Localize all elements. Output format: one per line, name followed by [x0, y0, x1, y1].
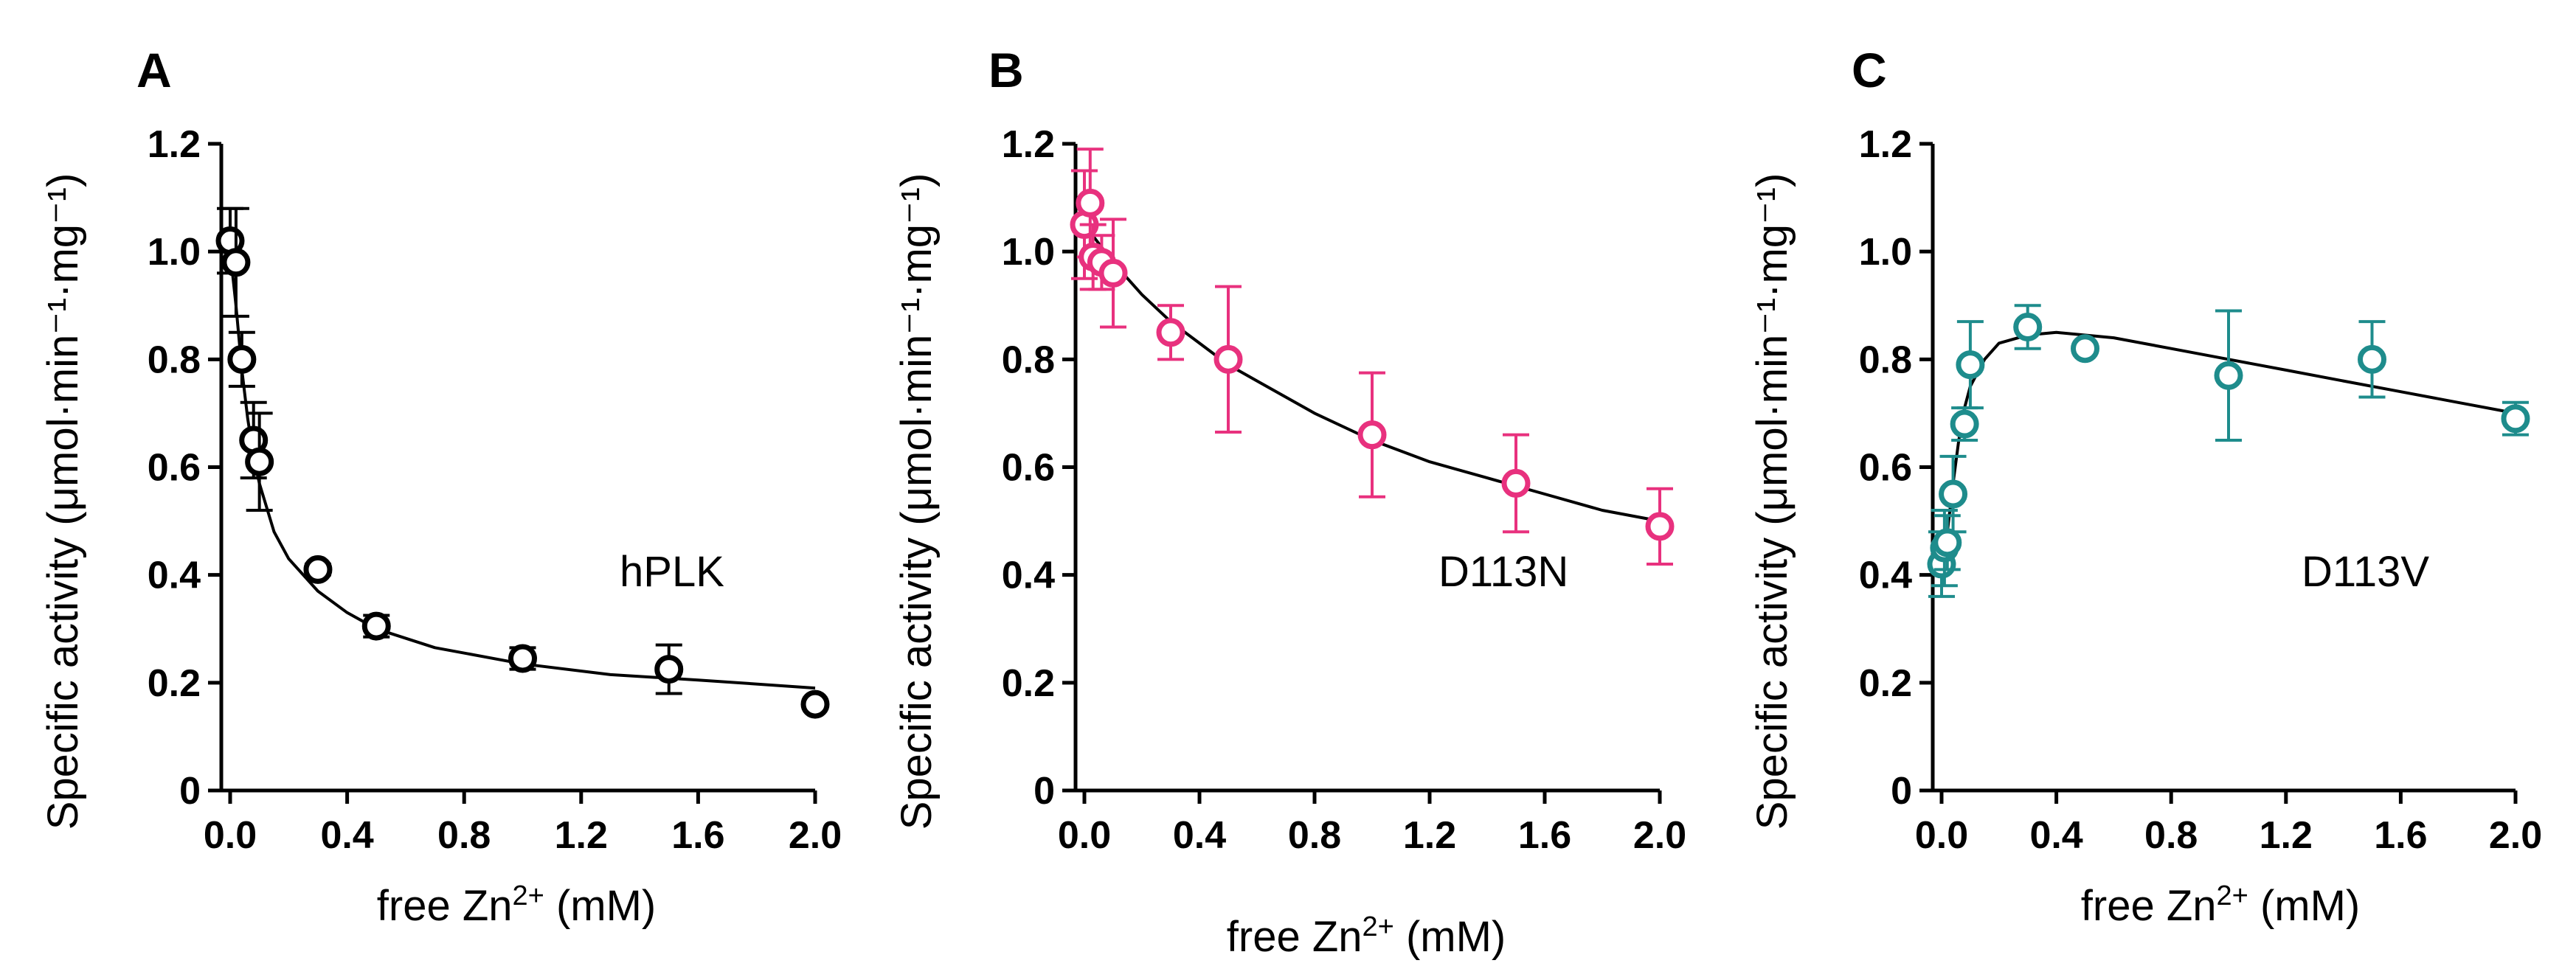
y-tick-label: 0.4 [148, 555, 201, 597]
y-tick-label: 1.2 [148, 123, 201, 166]
panel-b: B Specific activity (μmol·min⁻¹·mg⁻¹) fr… [893, 43, 1686, 961]
x-axis-title-text: free Zn [2081, 882, 2217, 930]
variant-label: hPLK [620, 548, 724, 596]
data-point [1213, 344, 1243, 374]
data-point [361, 611, 391, 641]
x-axis-title-unit: (mM) [2248, 882, 2360, 930]
data-point [1076, 188, 1105, 218]
x-tick-label: 2.0 [789, 814, 842, 857]
panel-letter: A [136, 43, 172, 97]
y-tick-label: 0 [1033, 770, 1055, 813]
x-tick-label: 0.0 [204, 814, 257, 857]
x-axis-title-superscript: 2+ [2217, 880, 2248, 911]
x-tick-label: 0.0 [1058, 814, 1111, 857]
x-axis-title-text: free Zn [377, 882, 513, 930]
y-tick-label: 0.4 [1002, 555, 1055, 597]
x-tick-label: 0.4 [320, 814, 373, 857]
x-axis-title-superscript: 2+ [513, 880, 544, 911]
panel-letter: C [1852, 43, 1887, 97]
x-tick-label: 0.0 [1915, 814, 1968, 857]
y-tick-label: 0.8 [1002, 338, 1055, 381]
fit-curve [229, 251, 816, 690]
x-tick-label: 1.2 [2260, 814, 2313, 857]
variant-label: D113V [2302, 548, 2429, 596]
y-tick-label: 0.8 [148, 338, 201, 381]
x-tick-label: 0.8 [1288, 814, 1341, 857]
plot-area: 0 0.2 0.4 0.6 0.8 1.0 1.2 0.0 0.4 0.8 1.2 1.6 2.0 [148, 123, 842, 857]
x-tick-label: 1.2 [1403, 814, 1456, 857]
y-tick-label: 1.0 [148, 231, 201, 274]
y-tick-label: 0.2 [1859, 662, 1912, 705]
x-tick-label: 0.4 [2029, 814, 2082, 857]
y-axis-title: Specific activity (μmol·min⁻¹·mg⁻¹) [893, 173, 941, 830]
y-tick-label: 1.0 [1859, 231, 1912, 274]
x-axis-title: free Zn2+ (mM) [377, 880, 656, 930]
x-tick-label: 1.6 [1518, 814, 1571, 857]
data-point [800, 689, 830, 719]
data-point [1357, 420, 1387, 450]
data-point [1098, 258, 1128, 288]
y-tick-label: 0.6 [1002, 447, 1055, 490]
plot-area: 0 0.2 0.4 0.6 0.8 1.0 1.2 0.0 0.4 0.8 1.2 1.6 2.0 [1859, 123, 2542, 857]
data-point [1933, 528, 1962, 557]
x-tick-label: 2.0 [2489, 814, 2542, 857]
x-axis-title-superscript: 2+ [1363, 911, 1394, 942]
y-tick-label: 0.2 [148, 662, 201, 705]
data-point [245, 447, 274, 476]
data-point [2501, 404, 2530, 434]
data-point [303, 555, 333, 584]
data-point [1501, 468, 1531, 498]
y-tick-label: 1.2 [1859, 123, 1912, 166]
data-point [1939, 479, 1968, 509]
data-point [221, 248, 251, 277]
x-tick-label: 0.4 [1173, 814, 1226, 857]
x-tick-label: 0.8 [2144, 814, 2198, 857]
x-tick-label: 0.8 [437, 814, 491, 857]
data-point [508, 644, 537, 673]
y-tick-label: 1.2 [1002, 123, 1055, 166]
x-axis-title: free Zn2+ (mM) [2081, 880, 2360, 930]
x-axis-title-text: free Zn [1227, 913, 1363, 961]
data-point [2013, 312, 2043, 341]
plot-area: 0 0.2 0.4 0.6 0.8 1.0 1.2 0.0 0.4 0.8 1.2 1.6 2.0 [1002, 123, 1686, 857]
data-point [2358, 344, 2386, 374]
variant-label: D113N [1438, 548, 1568, 596]
panel-c: C Specific activity (μmol·min⁻¹·mg⁻¹) fr… [1748, 43, 2542, 930]
y-tick-label: 0.8 [1859, 338, 1912, 381]
data-point [227, 344, 257, 374]
x-axis-title: free Zn2+ (mM) [1227, 911, 1506, 961]
x-tick-label: 2.0 [1633, 814, 1686, 857]
data-point [1956, 350, 1985, 380]
y-axis-title: Specific activity (μmol·min⁻¹·mg⁻¹) [39, 173, 87, 830]
data-point [1950, 409, 1979, 439]
y-tick-label: 0.6 [1859, 447, 1912, 490]
x-tick-label: 1.6 [671, 814, 724, 857]
y-tick-label: 0.4 [1859, 555, 1912, 597]
x-tick-label: 1.2 [555, 814, 608, 857]
y-tick-label: 0.6 [148, 447, 201, 490]
y-tick-label: 0.2 [1002, 662, 1055, 705]
panel-a: A Specific activity (μmol·min⁻¹·mg⁻¹) fr… [39, 43, 842, 930]
data-point [1645, 512, 1675, 541]
x-axis-title-unit: (mM) [1394, 913, 1506, 961]
data-point [2071, 334, 2099, 364]
data-point [1156, 318, 1185, 347]
y-tick-label: 0 [1891, 770, 1912, 813]
y-tick-label: 1.0 [1002, 231, 1055, 274]
fit-curve [1083, 223, 1661, 523]
x-tick-label: 1.6 [2374, 814, 2427, 857]
x-axis-title-unit: (mM) [544, 882, 656, 930]
y-tick-label: 0 [179, 770, 201, 813]
data-point [2214, 361, 2243, 390]
fit-curve [1940, 330, 2516, 575]
y-axis-title: Specific activity (μmol·min⁻¹·mg⁻¹) [1748, 173, 1796, 830]
data-point [654, 655, 684, 684]
panel-letter: B [988, 43, 1024, 97]
